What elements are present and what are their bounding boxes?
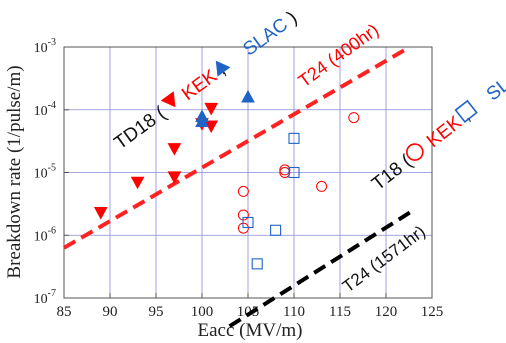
td18-slac-label: SLAC: [239, 14, 292, 60]
td18-kek-point: [130, 176, 145, 190]
y-tick-label: 10-5: [34, 163, 56, 182]
data-points: [93, 89, 360, 270]
y-tick-label: 10-6: [34, 225, 56, 244]
td18-slac-point: [195, 114, 209, 127]
svg-text:T18 ( KEK ,: T18 ( KEK , SLAC ): [368, 51, 506, 195]
dashed-line-t24-1571hr-: [228, 208, 415, 328]
x-tick-label: 100: [191, 304, 214, 320]
t18-slac-point: [242, 216, 254, 228]
t18-kek-point: [316, 180, 328, 192]
x-tick-label: 90: [103, 304, 118, 320]
td18-kek-point: [93, 207, 108, 220]
t18-kek-point: [348, 112, 360, 124]
y-tick-exponent: -6: [48, 225, 56, 236]
svg-text:TD18 ( KEK ,: TD18 ( KEK , SLAC ): [111, 7, 302, 154]
x-tick-label: 125: [421, 304, 444, 320]
y-tick-exponent: -4: [48, 100, 56, 111]
td18-kek-label: KEK: [178, 66, 221, 106]
y-tick-exponent: -7: [48, 288, 56, 299]
y-axis-title: Breakdown rate (1/pulse/m): [4, 65, 25, 278]
td18-kek-point: [167, 143, 182, 156]
t18-slac-point: [288, 132, 300, 144]
x-tick-label: 120: [375, 304, 398, 320]
x-axis-title: Eacc (MV/m): [198, 320, 303, 341]
y-tick-base: 10: [34, 229, 48, 244]
y-tick-label: 10-7: [34, 288, 56, 307]
axis-ticks: 85 90 95 100 105 110 115 120 12510-310-410-510-6…: [34, 37, 444, 320]
t18-slac-legend-marker: [454, 99, 478, 123]
y-tick-base: 10: [34, 104, 48, 119]
td18-prefix: TD18 (: [111, 103, 171, 155]
t18-slac-point: [270, 224, 282, 236]
td18-slac-point: [241, 89, 255, 103]
y-tick-base: 10: [34, 292, 48, 307]
y-tick-exponent: -5: [48, 163, 56, 174]
td18-kek-point: [167, 171, 182, 184]
fit-lines: [62, 48, 415, 328]
y-tick-exponent: -3: [48, 37, 56, 48]
t18-kek-point: [279, 167, 291, 178]
x-tick-label: 110: [283, 304, 305, 320]
td18-kek-point: [204, 102, 219, 116]
dashed-line-t24-400hr-: [62, 48, 406, 250]
x-tick-label: 85: [57, 304, 72, 320]
x-tick-label: 95: [149, 304, 164, 320]
y-tick-base: 10: [34, 167, 48, 182]
y-tick-base: 10: [34, 41, 48, 56]
t18-slac-label: SLAC: [483, 58, 506, 105]
td18-suffix: ): [284, 7, 301, 28]
t24-400hr-label: T24 (400hr): [295, 20, 383, 91]
t18-kek-label: KEK: [423, 112, 466, 152]
x-tick-label: 115: [329, 304, 351, 320]
y-tick-label: 10-3: [34, 37, 56, 56]
td18-kek-legend-marker: [160, 91, 176, 108]
t18-kek-legend-marker: [406, 143, 424, 161]
x-tick-label: 105: [237, 304, 260, 320]
t18-legend: T18 ( KEK , SLAC ): [368, 51, 506, 195]
y-tick-label: 10-4: [34, 100, 56, 119]
t18-kek-point: [279, 164, 291, 176]
td18-slac-legend-marker: [215, 60, 231, 77]
t24-1571hr-label: T24 (1571hr): [339, 222, 429, 296]
t18-slac-point: [251, 258, 263, 270]
t18-slac-point: [288, 166, 300, 179]
t18-kek-point: [237, 185, 249, 197]
td18-legend: TD18 ( KEK , SLAC ): [111, 7, 302, 154]
